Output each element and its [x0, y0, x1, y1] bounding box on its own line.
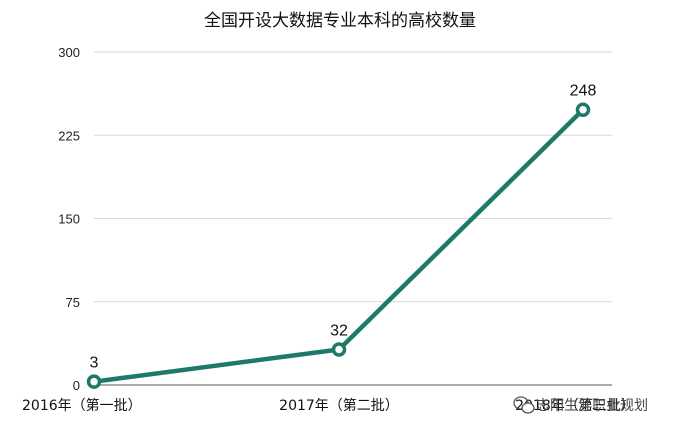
x-axis-category-labels: 2016年（第一批） 2017年（第二批） 2018年（第三批）	[22, 397, 635, 414]
data-label: 248	[570, 83, 597, 100]
data-label: 32	[330, 322, 348, 339]
data-point	[575, 102, 591, 117]
x-category-label: 2016年（第一批）	[22, 397, 142, 414]
watermark-text: 志阳生涯职业规划	[536, 398, 648, 414]
y-tick-label: 150	[58, 212, 80, 227]
data-labels: 3 32 248	[90, 83, 597, 372]
x-category-label: 2017年（第二批）	[279, 397, 399, 414]
watermark: 志阳生涯职业规划	[513, 396, 648, 414]
grid	[94, 51, 612, 303]
series-layer	[86, 102, 591, 389]
y-axis-tick-labels: 0 75 150 225 300	[58, 45, 80, 393]
data-label: 3	[90, 355, 99, 372]
series-line	[91, 107, 586, 384]
y-tick-label: 75	[66, 295, 80, 310]
data-point	[86, 374, 102, 389]
chart-title: 全国开设大数据专业本科的高校数量	[204, 11, 476, 31]
y-tick-label: 300	[58, 45, 80, 60]
data-point	[331, 342, 347, 357]
y-tick-label: 225	[58, 128, 80, 143]
wechat-icon	[513, 396, 535, 414]
y-tick-label: 0	[73, 378, 80, 393]
x-category-label: 2018年（第三批）	[515, 397, 635, 414]
